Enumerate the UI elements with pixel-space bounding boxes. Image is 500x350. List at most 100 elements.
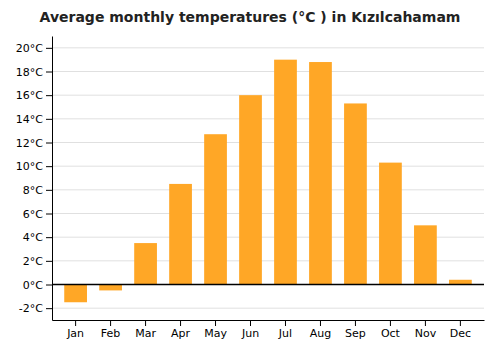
y-tick-mark — [46, 166, 52, 167]
x-tick: Sep — [345, 320, 366, 340]
x-tick-mark — [110, 320, 111, 326]
grid-line — [52, 71, 484, 72]
x-tick-mark — [180, 320, 181, 326]
y-tick-label: 18°C — [16, 66, 43, 79]
x-tick: Jul — [278, 320, 292, 340]
y-tick: 6°C — [23, 208, 52, 221]
x-tick: Oct — [381, 320, 401, 340]
y-tick: 20°C — [16, 42, 52, 55]
y-axis: -2°C 0°C 2°C 4°C 6°C 8°C 10°C 12°C 14°C 16°C 18°C 2… — [16, 37, 53, 321]
y-tick: 2°C — [23, 255, 52, 268]
grid — [52, 48, 484, 308]
x-tick: Nov — [415, 320, 437, 340]
y-tick-label: 14°C — [16, 113, 43, 126]
x-tick-mark — [355, 320, 356, 326]
y-tick-mark — [46, 72, 52, 73]
y-tick-mark — [46, 190, 52, 191]
y-tick: 10°C — [16, 160, 52, 173]
bar — [64, 285, 87, 303]
bars — [64, 60, 472, 303]
x-tick: Mar — [135, 320, 156, 340]
y-tick-label: 8°C — [23, 184, 43, 197]
x-tick-mark — [215, 320, 216, 326]
bar — [134, 243, 157, 284]
y-tick-label: 20°C — [16, 42, 43, 55]
grid-line — [52, 308, 484, 309]
grid-line — [52, 95, 484, 96]
bar — [414, 225, 437, 284]
chart-container: Average monthly temperatures (°C ) in Kı… — [0, 0, 500, 350]
y-tick-mark — [46, 95, 52, 96]
x-tick: Apr — [171, 320, 191, 340]
y-tick-label: -2°C — [19, 302, 43, 315]
y-tick: 18°C — [16, 66, 52, 79]
y-tick-label: 6°C — [23, 208, 43, 221]
y-tick-label: 0°C — [23, 279, 43, 292]
x-axis-line — [53, 320, 485, 321]
x-tick: Jan — [66, 320, 84, 340]
x-tick-mark — [425, 320, 426, 326]
bar — [379, 163, 402, 285]
y-tick-mark — [46, 143, 52, 144]
chart-svg: Average monthly temperatures (°C ) in Kı… — [0, 0, 500, 350]
y-tick: -2°C — [19, 302, 52, 315]
y-tick-label: 12°C — [16, 137, 43, 150]
x-tick-mark — [250, 320, 251, 326]
y-tick: 16°C — [16, 89, 52, 102]
bar — [204, 134, 227, 284]
x-tick-label: Jan — [66, 327, 84, 340]
grid-line — [52, 166, 484, 167]
y-axis-line — [52, 37, 53, 321]
bar — [99, 285, 122, 291]
x-tick-label: Feb — [101, 327, 120, 340]
bar — [309, 62, 332, 284]
y-tick-label: 2°C — [23, 255, 43, 268]
y-tick-label: 16°C — [16, 89, 43, 102]
x-axis: Jan Feb Mar Apr May Jun Jul Aug Sep Oct Nov Dec — [53, 320, 485, 340]
y-tick-mark — [46, 119, 52, 120]
grid-line — [52, 47, 484, 48]
x-tick-label: Apr — [171, 327, 191, 340]
x-tick-mark — [390, 320, 391, 326]
y-tick-mark — [46, 261, 52, 262]
y-tick: 14°C — [16, 113, 52, 126]
y-tick: 12°C — [16, 137, 52, 150]
y-tick-mark — [46, 48, 52, 49]
y-tick: 4°C — [23, 231, 52, 244]
zero-line — [52, 284, 484, 286]
x-tick-mark — [460, 320, 461, 326]
x-tick-label: Nov — [415, 327, 437, 340]
bar — [239, 95, 262, 284]
x-tick: Dec — [450, 320, 471, 340]
x-tick-mark — [285, 320, 286, 326]
y-tick-mark — [46, 308, 52, 309]
y-tick-mark — [46, 237, 52, 238]
grid-line — [52, 118, 484, 119]
y-tick-label: 10°C — [16, 160, 43, 173]
x-tick-label: May — [204, 327, 227, 340]
y-tick-label: 4°C — [23, 231, 43, 244]
x-tick-label: Jul — [278, 327, 292, 340]
y-tick: 0°C — [23, 279, 52, 292]
x-tick-mark — [75, 320, 76, 326]
x-tick-label: Dec — [450, 327, 471, 340]
x-tick: Aug — [310, 320, 331, 340]
grid-line — [52, 213, 484, 214]
x-tick: Jun — [241, 320, 259, 340]
x-tick: Feb — [101, 320, 120, 340]
x-tick-mark — [145, 320, 146, 326]
x-tick-label: Oct — [381, 327, 401, 340]
bar — [169, 184, 192, 285]
x-tick-mark — [320, 320, 321, 326]
x-tick-label: Sep — [345, 327, 366, 340]
y-tick-mark — [46, 285, 52, 286]
x-tick-label: Mar — [135, 327, 156, 340]
y-tick: 8°C — [23, 184, 52, 197]
x-tick-label: Aug — [310, 327, 331, 340]
grid-line — [52, 284, 484, 285]
plot-area: -2°C 0°C 2°C 4°C 6°C 8°C 10°C 12°C 14°C 16°C 18°C 2… — [16, 37, 485, 340]
chart-title: Average monthly temperatures (°C ) in Kı… — [40, 9, 461, 25]
grid-line — [52, 189, 484, 190]
bar — [274, 60, 297, 285]
bar — [344, 103, 367, 284]
